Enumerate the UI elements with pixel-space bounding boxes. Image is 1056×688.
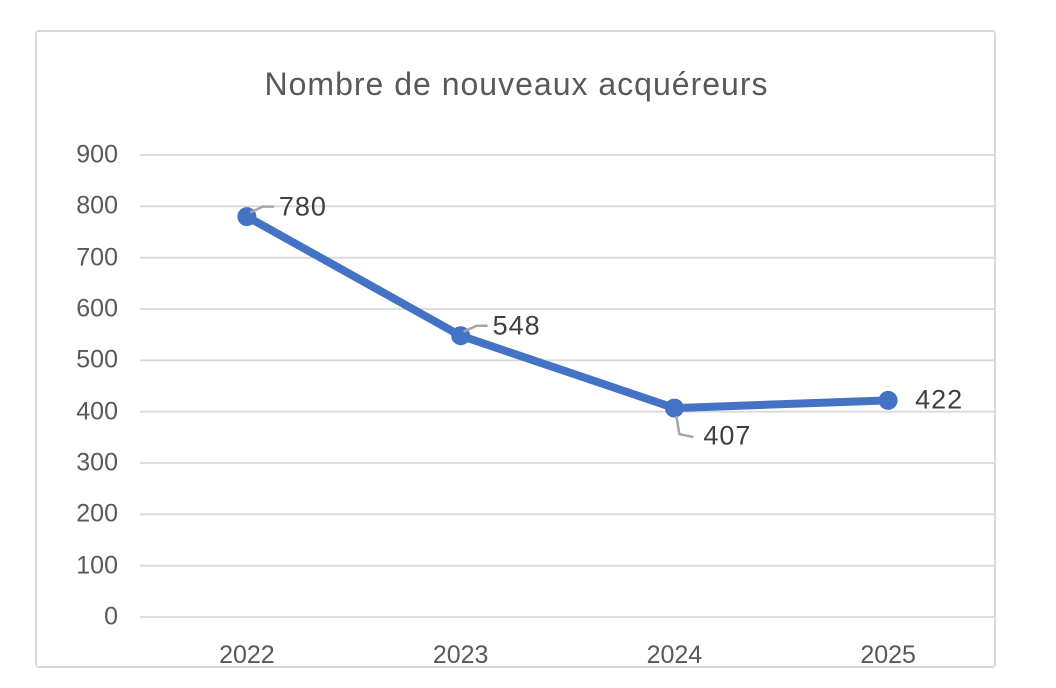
y-axis-tick-label: 900 [76, 140, 118, 169]
x-axis-tick-label: 2022 [219, 641, 275, 669]
data-point-marker [664, 398, 684, 418]
chart-frame [35, 30, 996, 668]
y-axis-tick-label: 200 [76, 499, 118, 528]
chart-title: Nombre de nouveaux acquéreurs [264, 66, 769, 102]
label-leader-line [249, 205, 274, 214]
x-axis-tick-label: 2024 [646, 641, 703, 669]
y-axis-tick-label: 500 [76, 345, 118, 374]
x-axis-tick-label: 2025 [860, 641, 916, 669]
data-label: 407 [703, 420, 752, 451]
data-label: 422 [915, 384, 964, 415]
y-axis-tick-label: 100 [76, 551, 118, 580]
data-point-marker [878, 390, 898, 410]
y-axis-tick-label: 400 [76, 397, 118, 426]
y-axis-tick-label: 600 [76, 294, 118, 323]
data-label: 548 [492, 310, 541, 341]
y-axis-tick-label: 800 [76, 191, 118, 220]
data-label: 780 [278, 191, 327, 222]
y-axis-tick-label: 700 [76, 243, 118, 272]
label-leader-line [675, 415, 694, 439]
label-leader-line [463, 324, 488, 333]
x-axis-tick-label: 2023 [432, 641, 489, 669]
series-line [242, 212, 893, 413]
y-axis-tick-label: 0 [104, 602, 118, 631]
y-axis-tick-label: 300 [76, 448, 118, 477]
